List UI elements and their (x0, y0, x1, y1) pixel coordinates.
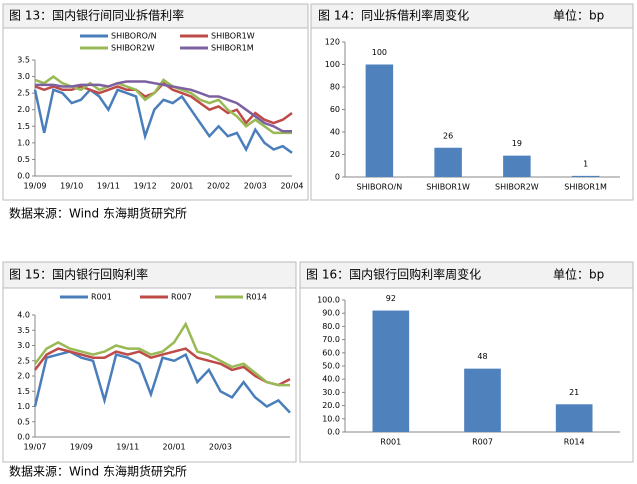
panel-header (310, 3, 634, 29)
legend-label: SHIBOR1W (211, 32, 255, 41)
data-label: 26 (443, 131, 453, 140)
y-tick-label: 1.0 (17, 402, 30, 411)
x-tick-label: 20/02 (207, 182, 230, 191)
legend-label: SHIBOR1M (211, 44, 254, 53)
x-tick-label: SHIBOR1M (564, 183, 607, 192)
y-tick-label: 0.0 (17, 433, 30, 442)
x-tick-label: 19/07 (23, 443, 46, 452)
bar (372, 310, 410, 432)
x-tick-label: 20/03 (244, 182, 267, 191)
y-tick-label: 90.0 (322, 309, 340, 318)
x-tick-label: 20/04 (280, 182, 303, 191)
y-tick-label: 100 (325, 60, 340, 69)
line-series (35, 80, 292, 133)
bar (464, 368, 501, 432)
data-label: 21 (569, 388, 579, 397)
y-tick-label: 1.5 (17, 122, 30, 131)
y-tick-label: 120 (325, 38, 340, 47)
bar (503, 155, 531, 177)
x-tick-label: 20/03 (209, 443, 232, 452)
x-tick-label: 19/10 (60, 182, 83, 191)
bar (555, 404, 593, 432)
panel (310, 3, 634, 201)
y-tick-label: 80.0 (322, 322, 340, 331)
legend-label: SHIBOR2W (111, 44, 155, 53)
legend-label: SHIBORO/N (111, 32, 157, 41)
panel-header (2, 3, 309, 29)
line-series (33, 350, 291, 414)
y-tick-label: 10.0 (322, 414, 340, 423)
panel-title: 图 13：国内银行间同业拆借利率 (9, 8, 184, 23)
data-label: 1 (583, 159, 588, 168)
panel-title: 图 15：国内银行回购利率 (9, 267, 148, 282)
y-tick-label: 3.5 (17, 56, 30, 65)
line-series (34, 347, 291, 387)
line-series (33, 88, 293, 154)
x-tick-label: 19/11 (97, 182, 120, 191)
y-tick-label: 3.5 (17, 326, 30, 335)
y-tick-label: 3.0 (17, 341, 30, 350)
y-tick-label: 20 (330, 150, 340, 159)
x-tick-label: 19/09 (23, 182, 46, 191)
x-tick-label: R014 (564, 438, 585, 447)
y-tick-label: 2.5 (17, 356, 30, 365)
legend-label: R014 (246, 293, 267, 302)
panel-title: 图 14：同业拆借利率周变化 (318, 8, 469, 23)
line-series (34, 321, 290, 387)
data-label: 92 (386, 294, 396, 303)
source: 数据来源：Wind 东海期货研究所 (9, 206, 187, 221)
y-tick-label: 4.0 (17, 311, 30, 320)
bar (365, 64, 394, 177)
y-tick-label: 0.0 (17, 172, 30, 181)
y-tick-label: 40 (330, 128, 340, 137)
y-tick-label: 80 (330, 83, 340, 92)
y-tick-label: 100.0 (317, 296, 340, 305)
panel-header (2, 261, 297, 289)
data-label: 48 (477, 352, 487, 361)
y-tick-label: 0.0 (327, 428, 340, 437)
y-tick-label: 0 (335, 173, 340, 182)
y-tick-label: 1.5 (17, 387, 30, 396)
x-tick-label: 20/01 (170, 182, 193, 191)
y-tick-label: 2.0 (17, 372, 30, 381)
x-tick-label: 19/11 (116, 443, 139, 452)
y-tick-label: 60 (330, 105, 340, 114)
y-tick-label: 70.0 (322, 335, 340, 344)
panel-header (299, 261, 634, 289)
y-tick-label: 60.0 (322, 348, 340, 357)
data-label: 19 (512, 139, 522, 148)
x-tick-label: 19/12 (134, 182, 157, 191)
legend-label: R007 (171, 293, 192, 302)
panel-title: 图 16：国内银行回购利率周变化 (306, 267, 481, 282)
y-tick-label: 0.5 (17, 155, 30, 164)
line-series (34, 75, 292, 135)
y-tick-label: 30.0 (322, 388, 340, 397)
unit: 单位：bp (553, 8, 604, 23)
x-tick-label: SHIBOR2W (495, 183, 539, 192)
y-tick-label: 40.0 (322, 375, 340, 384)
y-tick-label: 2.0 (17, 105, 30, 114)
x-tick-label: SHIBOR1W (426, 183, 470, 192)
x-tick-label: SHIBORO/N (357, 183, 403, 192)
bar (571, 175, 600, 177)
legend-label: R001 (91, 293, 112, 302)
y-tick-label: 1.0 (17, 138, 30, 147)
y-tick-label: 0.5 (17, 417, 30, 426)
y-tick-label: 20.0 (322, 401, 340, 410)
x-tick-label: 19/09 (70, 443, 93, 452)
panel (2, 261, 297, 463)
x-tick-label: 20/01 (163, 443, 186, 452)
x-tick-label: R007 (472, 438, 493, 447)
y-tick-label: 50.0 (322, 362, 340, 371)
y-tick-label: 3.0 (17, 72, 30, 81)
bar (434, 147, 462, 177)
data-label: 100 (372, 48, 387, 57)
y-tick-label: 2.5 (17, 89, 30, 98)
unit: 单位：bp (553, 267, 604, 282)
panel (2, 3, 309, 201)
source: 数据来源：Wind 东海期货研究所 (9, 464, 187, 479)
x-tick-label: R001 (380, 438, 401, 447)
